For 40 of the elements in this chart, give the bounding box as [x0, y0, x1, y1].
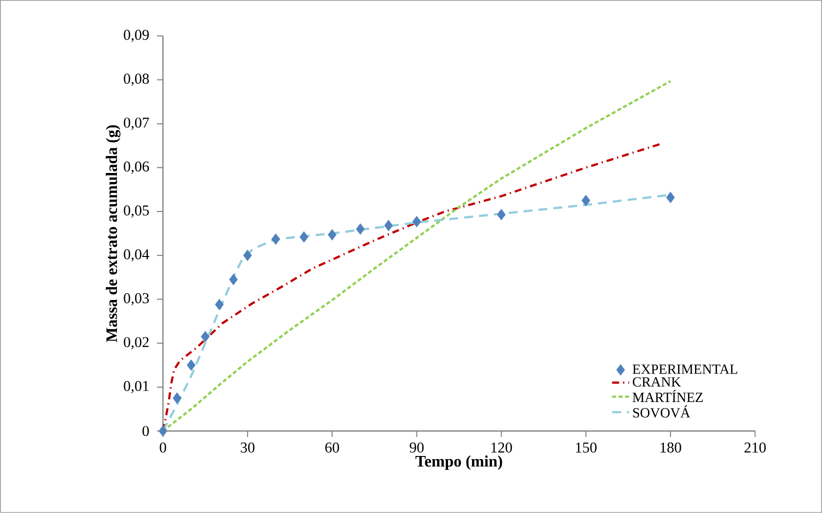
point: [172, 392, 182, 404]
point: [186, 359, 196, 371]
x-tick-label: 0: [160, 442, 166, 453]
point: [229, 274, 238, 286]
y-axis-title: Massa de extrato acumulada (g): [106, 125, 120, 342]
x-tick-label: 120: [491, 442, 512, 453]
point: [158, 425, 168, 437]
point: [412, 216, 422, 228]
x-tick-label: 90: [410, 442, 424, 453]
legend-label: MARTÍNEZ: [632, 390, 703, 402]
y-tick-label: 0,02: [124, 337, 149, 350]
point: [300, 231, 308, 243]
point: [328, 229, 336, 241]
point: [384, 220, 393, 232]
point: [215, 298, 224, 310]
x-tick-label: 180: [660, 442, 682, 453]
x-tick-label: 210: [744, 442, 766, 453]
y-tick-label: 0,05: [124, 205, 149, 218]
point: [200, 330, 210, 342]
y-tick-label: 0,01: [124, 381, 149, 394]
x-axis-title: Tempo (min): [415, 455, 502, 470]
point: [582, 194, 590, 206]
y-tick-label: 0,06: [124, 162, 149, 174]
point: [496, 208, 506, 220]
x-tick-label: 60: [325, 442, 340, 453]
point: [271, 234, 280, 245]
point: [356, 223, 365, 235]
legend-label: EXPERIMENTAL: [632, 364, 738, 374]
point: [666, 192, 675, 204]
point: [243, 250, 252, 262]
y-tick-label: 0,07: [124, 118, 149, 130]
y-tick-label: 0,08: [124, 74, 149, 86]
y-tick-label: 0,03: [124, 293, 149, 306]
y-tick-label: 0,04: [124, 249, 150, 262]
legend-label: SOVOVÁ: [633, 405, 690, 418]
x-tick-label: 30: [240, 442, 254, 453]
x-tick-label: 150: [576, 442, 597, 453]
y-tick-label: 0,09: [124, 30, 149, 42]
y-tick-label: 0: [142, 426, 149, 436]
legend-label: CRANK: [632, 377, 681, 387]
